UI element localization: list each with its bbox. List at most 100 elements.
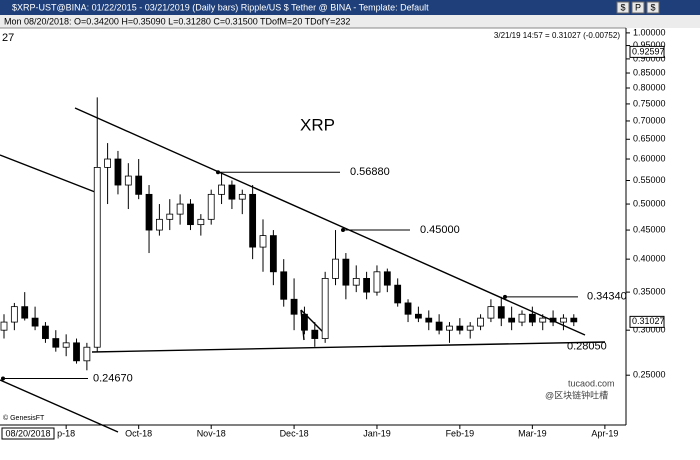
annotation-label: 0.45000 [420,224,460,236]
x-tick-label: Dec-18 [280,428,309,438]
y-tick-label: 0.85000 [633,67,666,77]
candle-body [155,218,163,231]
candle-body [477,317,484,327]
annotation-point [216,170,220,175]
candle-body [518,313,526,323]
y-tick-label: 0.35000 [633,286,666,296]
y-tick-label: 0.70000 [633,115,666,125]
candle-body [238,193,246,200]
candle-body [373,271,381,293]
annotation-point [341,228,345,233]
y-tick-label: 0.65000 [633,134,666,144]
y-tick-label: 0.55000 [633,175,666,185]
trendline [0,154,96,193]
y-tick-label: 0.45000 [633,224,666,234]
candle-body [508,317,516,323]
candle-body [145,193,153,231]
candle-body [301,313,308,331]
left-label: 27 [2,32,14,44]
candle-body [383,271,391,286]
candle-body [528,313,536,323]
candle-body [435,321,443,331]
trendline [91,341,606,353]
price-marker-box [629,45,665,58]
y-tick-label: 0.30000 [633,325,666,335]
candle-body [21,306,29,319]
watermark: @区块链钟吐槽 [545,389,608,400]
candle-body [218,184,225,195]
toolbar-button[interactable] [646,1,660,14]
candle-body [549,317,557,323]
x-tick-label: Apr-19 [591,428,618,438]
candle-body [404,302,412,315]
candle-body [425,317,433,323]
candle-body [42,325,49,339]
candle-body [446,325,453,331]
candle-body [10,306,18,323]
annotation-point [1,376,5,381]
y-tick-label: 1.00000 [633,27,666,37]
candle-body [93,166,101,348]
candle-body [570,317,578,323]
y-tick-label: 0.40000 [633,254,666,264]
annotation-label: 0.56880 [350,166,390,178]
candle-body [83,346,91,362]
toolbar-button[interactable] [631,1,645,14]
candle-body [114,158,122,186]
candle-body [259,235,267,248]
window-title: $XRP-UST@BINA: 01/22/2015 - 03/21/2019 (… [12,2,429,12]
candle-body [456,325,464,331]
trendline [74,107,586,336]
candle-body [414,313,422,319]
candle-body [342,258,350,286]
candle-body [124,175,132,186]
price-marker-label: 0.31027 [632,316,665,326]
x-tick-label: Jan-19 [363,428,391,438]
candle-body [207,193,215,220]
candle-body [290,298,298,315]
quote: 3/21/19 14:57 = 0.31027 (-0.00752) [494,31,620,40]
watermark: tucaod.com [568,378,615,388]
plot: 0.25000 0.30000 0.35000 0.40000 0.45000 0.500… [0,27,666,438]
cursor-date-box [1,427,55,440]
x-tick-label: Oct-18 [125,428,152,438]
candle-body [560,317,567,323]
candle-body [176,203,184,215]
candle-body [62,342,70,348]
cursor-date: 08/20/2018 [5,428,50,438]
candle-body [249,193,257,248]
candle-body [497,306,505,319]
toolbar-button-label[interactable]: $ [650,2,655,12]
annotation-label: 0.34340 [587,291,627,303]
y-tick-label: 0.95000 [633,40,666,50]
toolbar-button-label[interactable]: P [635,2,641,12]
status-text: Mon 08/20/2018: O=0.34200 H=0.35090 L=0.… [4,16,350,26]
annotation-point [503,294,507,299]
candle-body [363,277,371,293]
toolbar-button-label[interactable]: $ [620,2,625,12]
candle-body [332,258,339,279]
candle-body [352,277,360,286]
candle-body [135,175,143,195]
candle-body [228,184,236,200]
y-tick-label: 0.25000 [633,370,666,380]
candle-body [321,277,329,339]
y-tick-label: 0.75000 [633,98,666,108]
toolbar-button[interactable] [616,1,630,14]
price-marker-label: 0.92597 [632,46,665,56]
source: © GenesisFT [3,414,45,422]
candle-body [166,213,174,220]
candle-body [539,317,547,323]
y-tick-label: 0.50000 [633,198,666,208]
candle-body [394,284,402,304]
chart-title: XRP [300,115,335,134]
candle-body [73,342,80,362]
toolbar: $ P $ [616,1,660,14]
candle-body [487,306,495,319]
candle-body [280,271,288,300]
price-marker-box [629,315,665,328]
candle-body [187,203,194,226]
annotation-label: 0.28050 [567,341,607,353]
